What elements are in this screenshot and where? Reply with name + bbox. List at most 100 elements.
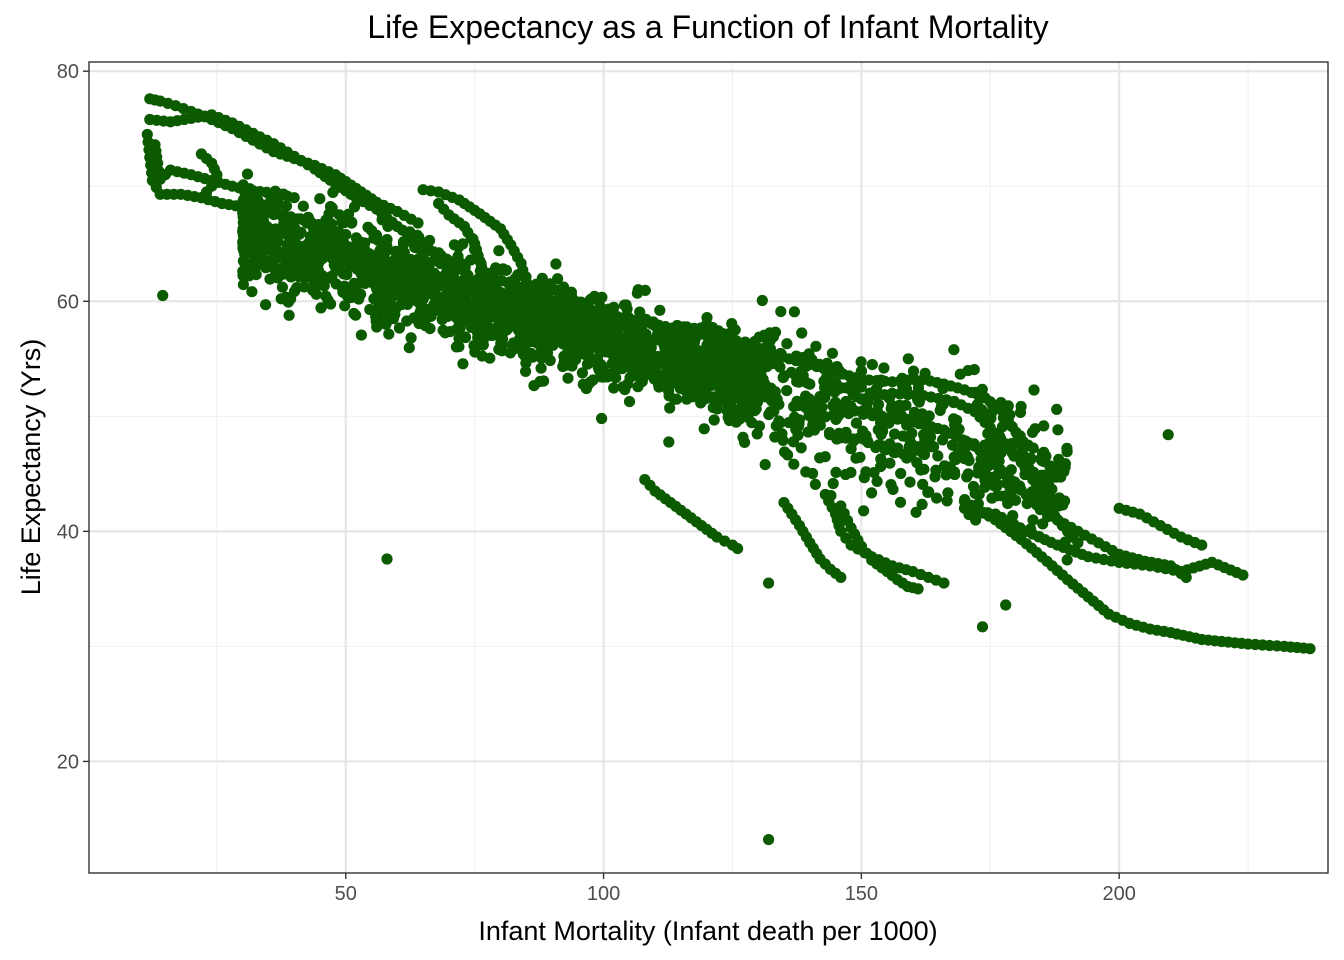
data-point	[663, 390, 675, 402]
data-point	[1196, 539, 1208, 551]
data-point	[677, 348, 690, 360]
data-point	[377, 283, 389, 295]
data-point	[623, 396, 636, 408]
data-point	[1037, 447, 1049, 459]
data-point	[829, 386, 841, 398]
data-point	[395, 299, 407, 311]
data-point	[576, 334, 588, 346]
data-point	[608, 382, 620, 394]
data-point	[520, 278, 532, 290]
data-point	[918, 448, 931, 461]
data-point	[840, 426, 852, 438]
data-point	[246, 286, 258, 298]
data-point	[773, 398, 785, 410]
data-point	[845, 384, 857, 396]
data-point	[562, 372, 574, 384]
data-point	[782, 449, 794, 461]
data-point	[399, 254, 411, 267]
data-point	[283, 250, 295, 262]
data-point	[875, 428, 887, 441]
data-point	[777, 434, 789, 446]
data-point	[918, 429, 930, 441]
data-point	[756, 294, 768, 307]
chart-title: Life Expectancy as a Function of Infant …	[367, 9, 1048, 45]
data-point	[777, 372, 789, 384]
data-point	[788, 458, 800, 470]
data-points	[141, 93, 1316, 846]
x-tick-label: 100	[587, 883, 620, 905]
data-point	[280, 200, 293, 212]
data-point	[299, 254, 311, 266]
data-point	[1237, 569, 1249, 581]
data-point	[664, 402, 676, 414]
data-point	[433, 291, 445, 303]
data-point	[493, 245, 505, 257]
data-point	[237, 227, 249, 239]
data-point	[517, 348, 529, 360]
data-point	[875, 453, 887, 465]
data-point	[348, 201, 361, 213]
data-point	[576, 367, 589, 379]
data-point	[412, 217, 424, 229]
data-point	[1053, 492, 1065, 504]
data-point	[905, 437, 917, 449]
data-point	[606, 357, 618, 369]
data-point	[1027, 442, 1039, 454]
data-point	[809, 478, 822, 490]
y-tick-label: 80	[57, 61, 79, 83]
data-point	[412, 294, 424, 307]
data-point	[458, 279, 470, 291]
data-point	[930, 464, 942, 476]
data-point	[385, 269, 397, 281]
data-point	[737, 410, 749, 422]
data-point	[948, 466, 961, 478]
data-point	[948, 344, 960, 356]
data-point	[885, 479, 897, 491]
data-point	[858, 505, 870, 517]
data-point	[243, 240, 255, 252]
data-point	[280, 262, 292, 274]
x-tick-label: 200	[1102, 883, 1135, 905]
data-point	[496, 333, 509, 345]
data-point	[383, 328, 395, 340]
data-point	[432, 280, 444, 292]
data-point	[819, 451, 831, 463]
data-point	[257, 236, 269, 248]
data-point	[520, 365, 532, 377]
data-point	[968, 364, 980, 376]
data-point	[774, 361, 786, 373]
data-point	[276, 281, 288, 293]
data-point	[355, 329, 367, 341]
data-point	[795, 442, 807, 454]
data-point	[260, 299, 272, 311]
data-point	[320, 290, 332, 302]
data-point	[733, 376, 745, 388]
data-point	[314, 193, 326, 205]
data-point	[471, 299, 483, 311]
data-point	[1055, 471, 1067, 483]
data-point	[1052, 424, 1064, 436]
data-point	[444, 326, 456, 338]
data-point	[801, 377, 813, 389]
data-point	[688, 379, 700, 391]
data-point	[454, 312, 466, 324]
data-point	[904, 476, 916, 488]
data-point	[1014, 406, 1027, 418]
data-point	[926, 441, 938, 453]
data-point	[713, 381, 725, 393]
data-point	[529, 305, 542, 317]
data-point	[632, 381, 644, 393]
data-point	[911, 457, 923, 469]
data-point	[368, 232, 380, 244]
data-point	[800, 466, 812, 478]
data-point	[650, 359, 663, 371]
data-point	[592, 317, 604, 329]
data-point	[391, 278, 403, 290]
data-point	[938, 577, 950, 589]
data-point	[1051, 403, 1063, 415]
data-point	[705, 370, 717, 382]
data-point	[847, 433, 859, 445]
data-point	[769, 326, 782, 338]
data-point	[237, 279, 249, 291]
data-point	[264, 226, 276, 239]
